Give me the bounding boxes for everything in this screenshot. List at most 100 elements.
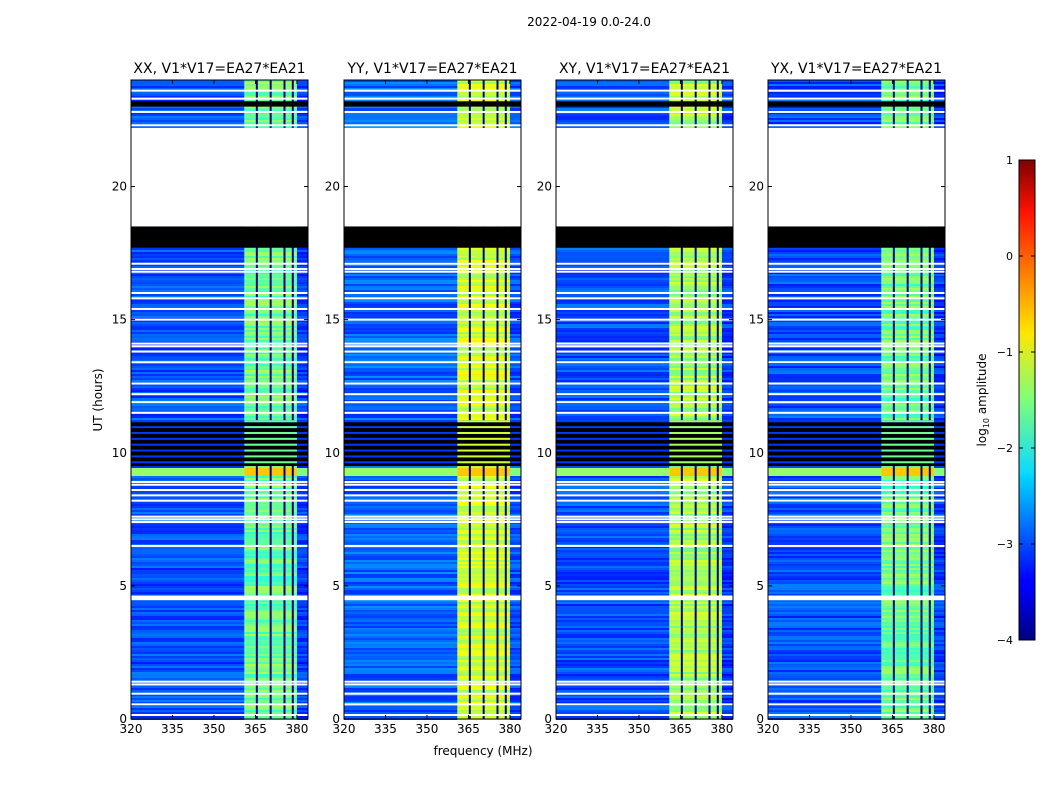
row-background	[721, 258, 733, 260]
row-background	[556, 670, 670, 672]
row-background	[933, 300, 945, 302]
row-background	[556, 334, 670, 336]
row-background	[509, 716, 521, 718]
channel-gap	[928, 80, 931, 719]
row-background	[296, 652, 308, 654]
row-background	[509, 672, 521, 674]
row-background	[933, 600, 945, 602]
y-tick-label: 15	[749, 313, 764, 327]
data-stripe	[344, 449, 521, 452]
row-background	[721, 628, 733, 630]
row-background	[933, 326, 945, 328]
row-background	[296, 580, 308, 582]
row-background	[721, 404, 733, 406]
row-background	[131, 686, 245, 688]
row-background	[933, 678, 945, 680]
channel-gap	[496, 80, 499, 719]
row-background	[131, 272, 245, 274]
row-background	[556, 408, 670, 410]
row-background	[556, 358, 670, 360]
row-background	[933, 360, 945, 362]
row-background	[296, 578, 308, 580]
row-background	[344, 266, 458, 268]
row-background	[768, 522, 882, 524]
row-background	[344, 348, 458, 350]
x-tick-label: 320	[757, 722, 780, 736]
spectrogram	[344, 80, 521, 720]
row-background	[344, 638, 458, 640]
row-background	[768, 384, 882, 386]
row-background	[509, 608, 521, 610]
row-background	[721, 364, 733, 366]
row-background	[344, 710, 458, 712]
row-background	[721, 122, 733, 124]
row-background	[131, 316, 245, 318]
row-background	[721, 706, 733, 708]
row-background	[509, 100, 521, 102]
row-background	[721, 300, 733, 302]
row-background	[131, 348, 245, 350]
flagged-row	[344, 270, 521, 273]
row-background	[509, 86, 521, 88]
row-background	[721, 378, 733, 380]
row-background	[344, 358, 458, 360]
colorbar-tick-label: −3	[997, 538, 1013, 551]
colorbar-label-suffix: amplitude	[975, 354, 989, 418]
axes-frame	[555, 79, 734, 720]
row-background	[509, 532, 521, 534]
row-background	[933, 288, 945, 290]
row-background	[131, 82, 245, 84]
flagged-row	[131, 515, 308, 518]
row-background	[344, 582, 458, 584]
row-background	[509, 492, 521, 494]
row-background	[344, 666, 458, 668]
x-tick-label: 335	[586, 722, 609, 736]
row-background	[509, 406, 521, 408]
y-tick-label: 5	[332, 579, 340, 593]
dark-block	[556, 420, 733, 467]
row-background	[509, 496, 521, 498]
row-background	[131, 716, 245, 718]
row-background	[344, 542, 458, 544]
row-background	[721, 496, 733, 498]
row-background	[509, 698, 521, 700]
flagged-row	[131, 345, 308, 348]
row-background	[296, 410, 308, 412]
row-background	[131, 642, 245, 644]
row-background	[344, 312, 458, 314]
row-background	[556, 708, 670, 710]
colorbar-tick-label: 0	[1006, 250, 1013, 263]
row-background	[131, 700, 245, 702]
zero-row	[344, 244, 521, 247]
row-background	[768, 608, 882, 610]
row-background	[556, 398, 670, 400]
row-background	[768, 324, 882, 326]
row-background	[933, 296, 945, 298]
row-background	[556, 290, 670, 292]
row-background	[933, 84, 945, 86]
row-background	[933, 588, 945, 590]
row-background	[721, 274, 733, 276]
row-background	[509, 546, 521, 548]
row-background	[768, 120, 882, 122]
flagged-row	[344, 393, 521, 396]
row-background	[556, 330, 670, 332]
row-background	[768, 594, 882, 596]
row-background	[296, 284, 308, 286]
row-background	[768, 488, 882, 490]
row-background	[131, 108, 245, 110]
data-stripe	[881, 437, 934, 440]
colorbar-gradient	[1018, 159, 1036, 641]
row-background	[131, 638, 245, 640]
row-background	[344, 570, 458, 572]
row-background	[509, 644, 521, 646]
row-background	[933, 258, 945, 260]
row-background	[556, 498, 670, 500]
row-background	[509, 612, 521, 614]
row-background	[509, 594, 521, 596]
row-background	[344, 610, 458, 612]
flagged-row	[131, 489, 308, 492]
row-background	[131, 696, 245, 698]
flagged-row	[556, 595, 733, 598]
